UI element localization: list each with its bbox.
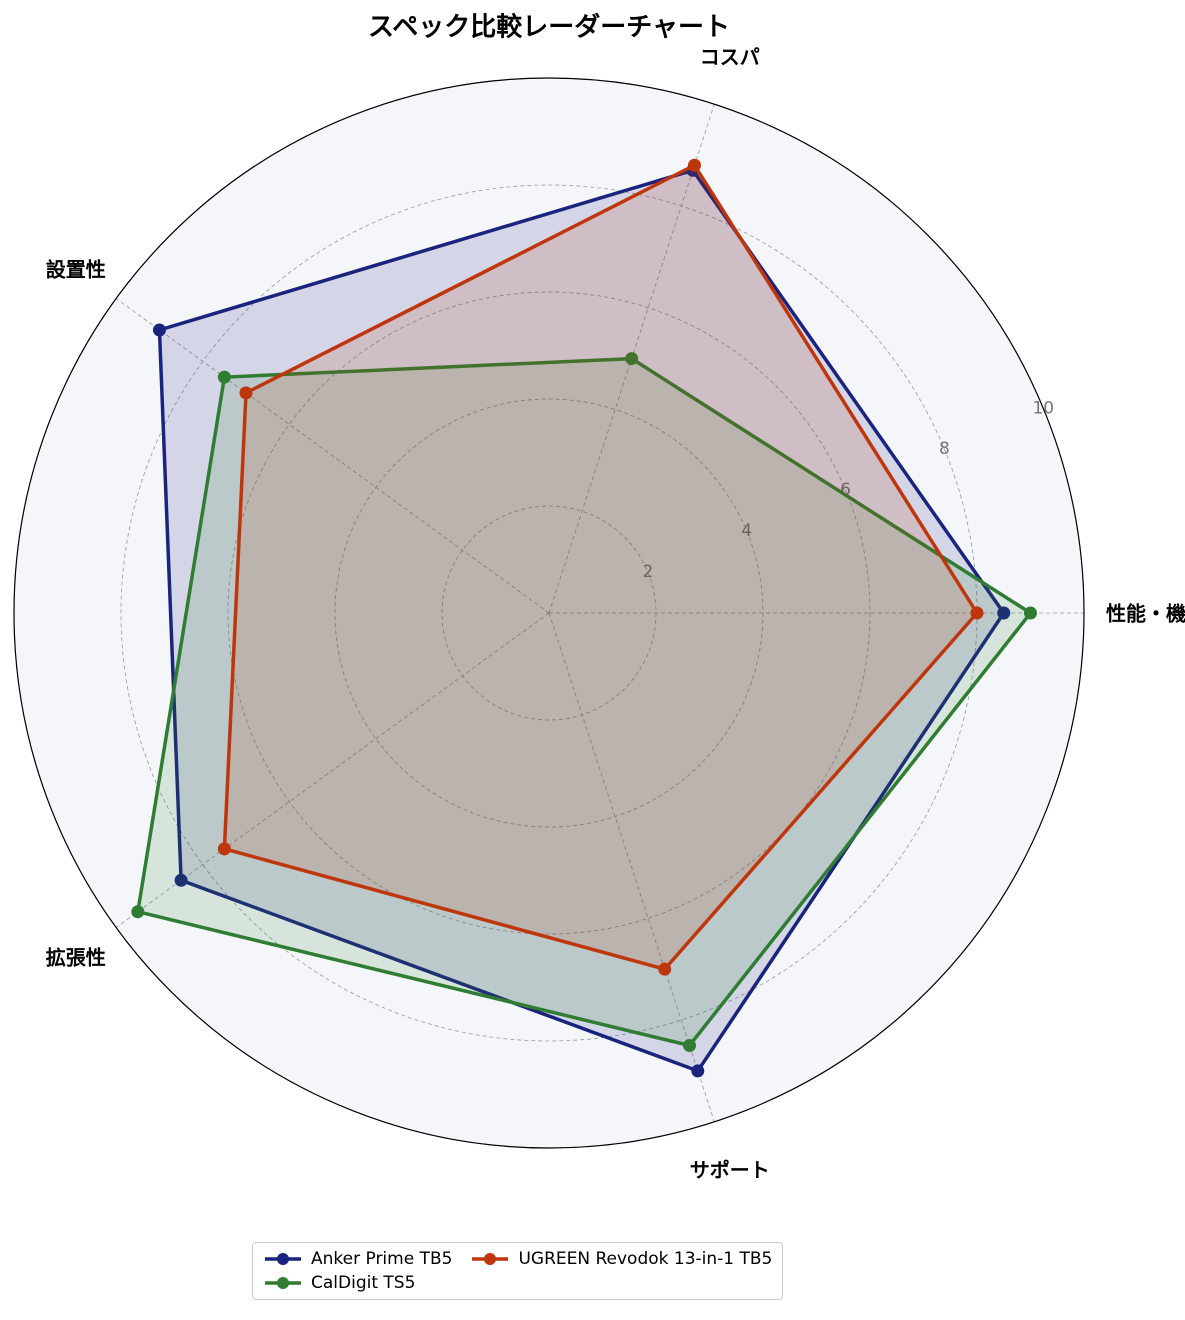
series-area	[224, 165, 977, 970]
series-area	[137, 358, 1031, 1046]
r-tick-label: 4	[741, 521, 752, 541]
legend-marker	[484, 1253, 497, 1265]
axis-label: 拡張性	[46, 945, 106, 969]
chart-title: スペック比較レーダーチャート	[368, 12, 730, 43]
data-point	[239, 386, 253, 400]
spoke	[548, 612, 715, 1122]
series-line	[222, 162, 980, 972]
data-point	[970, 606, 984, 620]
data-point	[691, 1064, 705, 1078]
legend-swatch	[472, 1253, 509, 1265]
legend-swatch	[265, 1253, 301, 1265]
data-point	[152, 323, 166, 337]
legend-item: UGREEN Revodok 13-in-1 TB5	[470, 1249, 772, 1269]
axis-label: 性能・機能	[1106, 602, 1185, 626]
spoke	[115, 298, 550, 614]
legend-label: Anker Prime TB5	[311, 1249, 453, 1269]
legend-label: UGREEN Revodok 13-in-1 TB5	[518, 1249, 773, 1269]
legend-label: CalDigit TS5	[311, 1273, 416, 1293]
series-area	[159, 170, 1004, 1071]
data-point	[131, 905, 145, 919]
data-point	[658, 962, 672, 976]
grid-circle	[227, 291, 871, 935]
data-point	[683, 1038, 697, 1052]
data-point	[174, 873, 188, 887]
legend-item: CalDigit TS5	[263, 1273, 452, 1293]
r-tick-label: 6	[840, 480, 851, 500]
series-line	[135, 356, 1034, 1048]
legend-item: Anker Prime TB5	[263, 1249, 452, 1269]
data-point	[687, 158, 701, 172]
legend-marker	[277, 1277, 289, 1289]
data-point	[217, 370, 231, 384]
axis-label: サポート	[690, 1158, 770, 1182]
axis-label: 設置性	[46, 258, 106, 282]
outer-frame	[13, 77, 1085, 1149]
data-point	[217, 842, 231, 856]
legend-marker	[277, 1253, 289, 1265]
r-tick-label: 8	[939, 439, 950, 459]
axis-label: コスパ	[700, 45, 760, 69]
legend-swatch	[265, 1277, 301, 1289]
data-point	[625, 352, 639, 366]
data-point	[997, 606, 1011, 620]
data-point	[1024, 606, 1037, 620]
legend: Anker Prime TB5 CalDigit TS5 UGREEN Revodo…	[252, 1242, 784, 1300]
r-tick-label: 2	[642, 562, 653, 582]
spoke	[115, 612, 550, 928]
